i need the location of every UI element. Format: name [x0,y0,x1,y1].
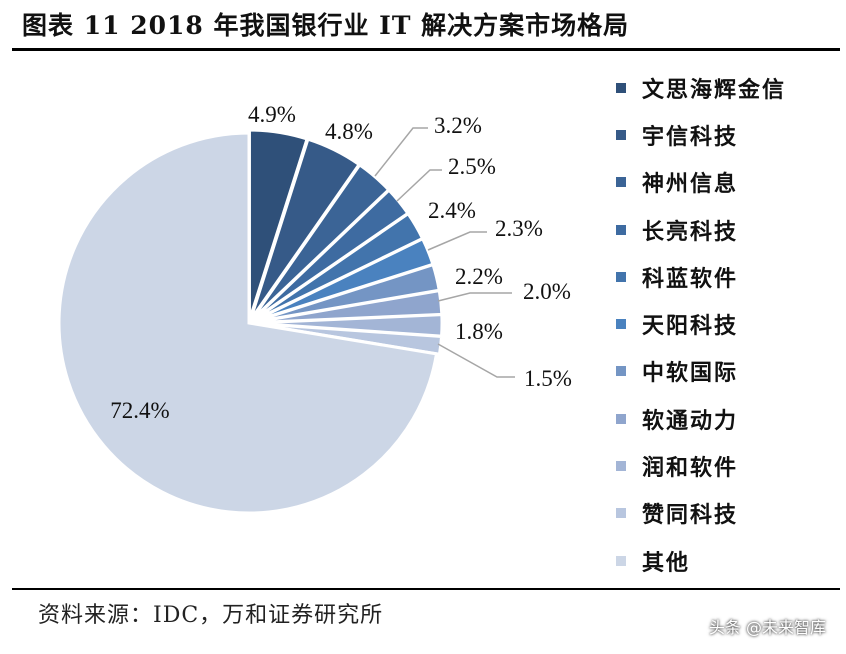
legend-swatch [616,224,626,235]
leader-line [374,127,428,177]
legend-item: 文思海辉金信 [616,64,786,111]
data-label: 72.4% [110,398,169,423]
legend-item: 神州信息 [616,159,786,206]
pie-slice [57,131,439,515]
data-label: 2.0% [523,279,571,304]
data-label: 2.4% [428,198,476,223]
legend-label: 神州信息 [642,171,739,198]
legend-item: 科蓝软件 [616,253,786,300]
legend-swatch [616,555,626,566]
bottom-rule [12,588,840,590]
legend-item: 润和软件 [616,442,786,489]
legend-item: 赞同科技 [616,490,786,537]
legend-swatch [616,271,626,282]
leader-line [437,292,512,302]
data-label: 3.2% [434,113,482,138]
legend-item: 中软国际 [616,348,786,395]
legend-swatch [616,461,626,472]
legend-item: 长亮科技 [616,206,786,253]
legend-swatch [616,413,626,424]
legend-label: 润和软件 [642,455,739,482]
chart-title: 图表 11 2018 年我国银行业 IT 解决方案市场格局 [22,11,630,40]
legend-swatch [616,366,626,377]
legend-swatch [616,129,626,140]
leader-line [396,169,442,202]
top-rule [12,48,840,51]
data-label: 2.5% [448,154,496,179]
legend-item: 软通动力 [616,395,786,442]
legend-label: 其他 [642,549,691,576]
data-label: 4.9% [248,102,296,127]
legend-swatch [616,319,626,330]
data-label: 1.8% [455,319,503,344]
legend-label: 宇信科技 [642,123,739,150]
legend-swatch [616,177,626,188]
data-label: 2.3% [495,216,543,241]
data-label: 4.8% [325,119,373,144]
legend: 文思海辉金信 宇信科技神州信息长亮科技科蓝软件天阳科技中软国际软通动力润和软件赞同… [616,64,786,584]
watermark: 头条 @未来智库 [708,618,826,637]
legend-item: 天阳科技 [616,300,786,347]
legend-label: 软通动力 [642,407,739,434]
legend-label: 天阳科技 [642,313,739,340]
legend-label: 赞同科技 [642,502,739,529]
source-note: 资料来源：IDC，万和证券研究所 [38,603,384,628]
leader-line [427,231,487,251]
legend-label: 长亮科技 [642,218,739,245]
legend-item: 其他 [616,537,786,584]
legend-item: 宇信科技 [616,111,786,158]
data-label: 2.2% [455,264,503,289]
legend-label: 中软国际 [642,360,739,387]
legend-swatch [616,82,626,93]
leader-line [437,343,515,378]
legend-label: 文思海辉金信 [642,76,787,103]
data-label: 1.5% [524,366,572,391]
legend-label: 科蓝软件 [642,265,739,292]
legend-swatch [616,508,626,519]
